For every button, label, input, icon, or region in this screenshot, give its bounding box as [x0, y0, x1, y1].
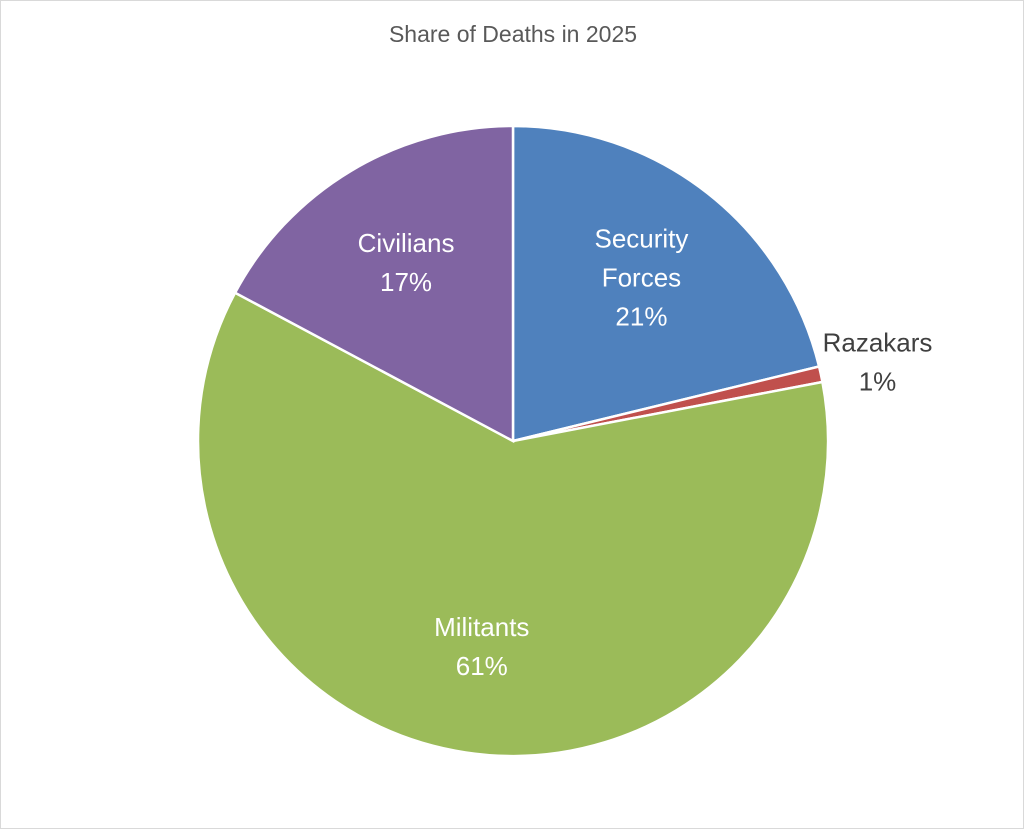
- chart-title: Share of Deaths in 2025: [388, 21, 638, 47]
- slice-label-militants: Militants 61%: [434, 612, 529, 681]
- pie-labels: Security Forces 21% Razakars 1% Militants 61% C…: [358, 224, 933, 682]
- slice-label-razakars: Razakars 1%: [823, 327, 933, 396]
- slice-label-security-forces: Security Forces 21%: [594, 224, 688, 332]
- pie-slice-security-forces: [511, 124, 821, 443]
- pie-slices: [196, 124, 830, 758]
- pie-slice-civilians: [233, 124, 515, 444]
- slice-label-civilians: Civilians 17%: [358, 228, 455, 297]
- pie-slice-militants: [196, 291, 830, 758]
